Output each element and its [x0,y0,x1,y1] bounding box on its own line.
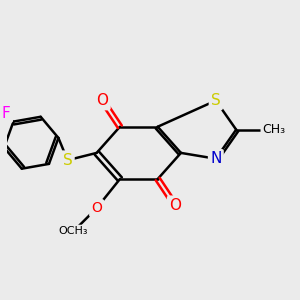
Text: F: F [2,106,11,121]
Text: O: O [169,198,181,213]
Text: O: O [91,201,102,215]
Text: S: S [63,153,72,168]
Text: O: O [96,93,108,108]
Text: S: S [211,93,221,108]
Text: CH₃: CH₃ [262,123,286,136]
Text: OCH₃: OCH₃ [58,226,88,236]
Text: N: N [210,151,221,166]
